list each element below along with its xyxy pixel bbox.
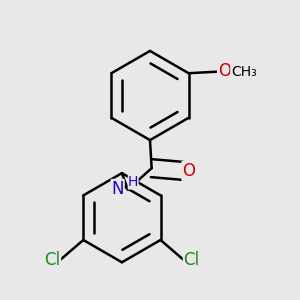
Text: CH₃: CH₃ [231, 64, 256, 79]
Text: Cl: Cl [44, 251, 60, 269]
Text: O: O [218, 62, 231, 80]
Text: N: N [111, 180, 124, 198]
Text: H: H [128, 176, 138, 189]
Text: Cl: Cl [184, 251, 200, 269]
Text: O: O [182, 162, 195, 180]
